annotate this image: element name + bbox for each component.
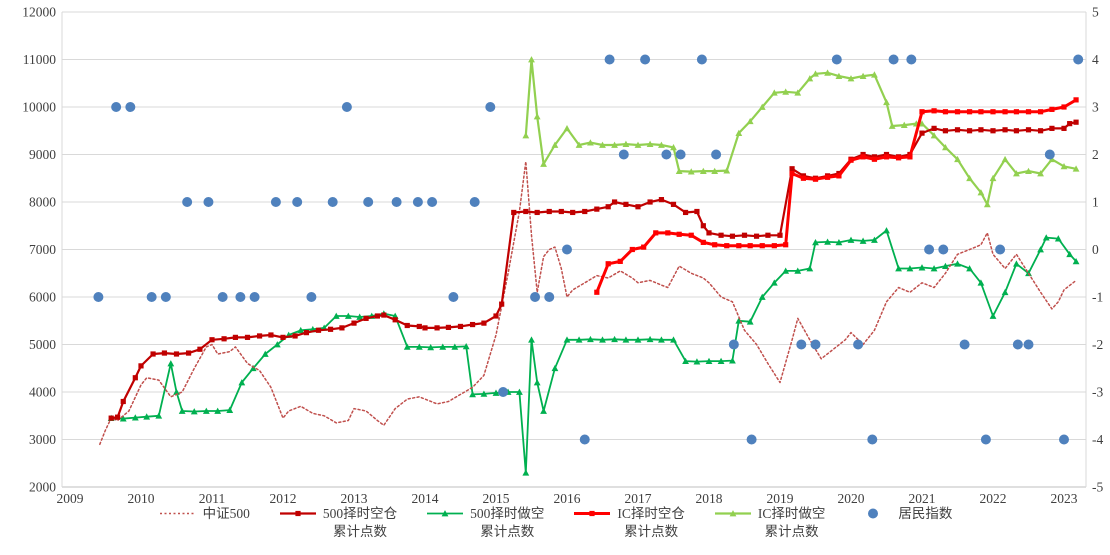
series-c500-timing-short	[107, 227, 1080, 476]
legend-item-ic-timing-flat: IC择时空仓 累计点数	[572, 505, 685, 541]
series-ic-timing-short	[522, 56, 1080, 208]
legend-label-c500-timing-short: 500择时做空 累计点数	[470, 506, 545, 540]
series-ic-timing-flat	[594, 97, 1079, 295]
svg-text:2: 2	[1092, 147, 1099, 162]
svg-text:2000: 2000	[29, 480, 56, 495]
svg-text:11000: 11000	[23, 52, 56, 67]
svg-text:6000: 6000	[29, 290, 56, 305]
svg-text:2022: 2022	[980, 491, 1007, 506]
legend-item-c500-timing-flat: 500择时空仓 累计点数	[278, 505, 397, 541]
legend-sample-triangle-line	[427, 510, 464, 517]
svg-text:4000: 4000	[29, 385, 56, 400]
svg-text:2021: 2021	[909, 491, 936, 506]
svg-text:10000: 10000	[22, 100, 56, 115]
x-axis-labels: 2009 2010 2011 2012 2013 2014 2015 2016 2017 2018…	[57, 491, 1078, 506]
svg-text:0: 0	[1092, 242, 1099, 257]
legend-sample-none-dotted-line	[159, 512, 196, 515]
svg-text:2013: 2013	[341, 491, 368, 506]
svg-text:9000: 9000	[29, 147, 56, 162]
series-resident-index	[93, 54, 1084, 445]
series-csi500	[99, 160, 1077, 446]
legend-label-csi500: 中证500	[202, 506, 250, 521]
svg-text:5000: 5000	[29, 337, 56, 352]
svg-text:2010: 2010	[128, 491, 155, 506]
svg-text:2015: 2015	[483, 491, 510, 506]
legend-item-csi500: 中证500	[158, 505, 250, 523]
legend-label-ic-timing-flat: IC择时空仓 累计点数	[617, 506, 685, 540]
svg-text:-3: -3	[1092, 385, 1103, 400]
legend-item-c500-timing-short: 500择时做空 累计点数	[425, 505, 544, 541]
legend-item-ic-timing-short: IC择时做空 累计点数	[713, 505, 826, 541]
svg-text:8000: 8000	[29, 195, 56, 210]
svg-text:3000: 3000	[29, 432, 56, 447]
legend-label-c500-timing-flat: 500择时空仓 累计点数	[322, 506, 398, 540]
legend-item-resident-index: 居民指数	[853, 505, 952, 523]
svg-text:-4: -4	[1092, 432, 1103, 447]
svg-text:2014: 2014	[412, 491, 439, 506]
svg-text:1: 1	[1092, 195, 1099, 210]
svg-text:2018: 2018	[696, 491, 723, 506]
svg-text:-2: -2	[1092, 337, 1103, 352]
svg-text:7000: 7000	[29, 242, 56, 257]
svg-text:5: 5	[1092, 5, 1099, 20]
svg-text:2023: 2023	[1051, 491, 1078, 506]
svg-text:-5: -5	[1092, 480, 1103, 495]
svg-text:2011: 2011	[199, 491, 226, 506]
svg-text:2009: 2009	[57, 491, 84, 506]
legend-sample-square-line	[574, 510, 611, 517]
legend-sample-triangle-line	[714, 510, 751, 517]
y-right-axis-labels: -5 -4 -3 -2 -1 0 1 2 3 4 5	[1092, 5, 1103, 495]
legend-label-resident-index: 居民指数	[898, 506, 953, 521]
y-left-axis-labels: 2000 3000 4000 5000 6000 7000 8000 9000 10000 110…	[22, 5, 56, 495]
svg-text:4: 4	[1092, 52, 1099, 67]
svg-text:2017: 2017	[625, 491, 652, 506]
svg-text:2016: 2016	[554, 491, 581, 506]
svg-text:2020: 2020	[838, 491, 865, 506]
svg-text:3: 3	[1092, 100, 1099, 115]
legend-sample-square-line	[279, 510, 316, 517]
svg-text:2012: 2012	[270, 491, 297, 506]
svg-text:-1: -1	[1092, 290, 1103, 305]
chart-legend: 中证500 500择时空仓 累计点数 500择时做空 累计点数 IC择时空仓 累计点数 IC择…	[0, 505, 1110, 541]
svg-text:12000: 12000	[22, 5, 56, 20]
svg-text:2019: 2019	[767, 491, 794, 506]
legend-label-ic-timing-short: IC择时做空 累计点数	[757, 506, 826, 540]
legend-sample-circle-marker	[868, 508, 879, 519]
